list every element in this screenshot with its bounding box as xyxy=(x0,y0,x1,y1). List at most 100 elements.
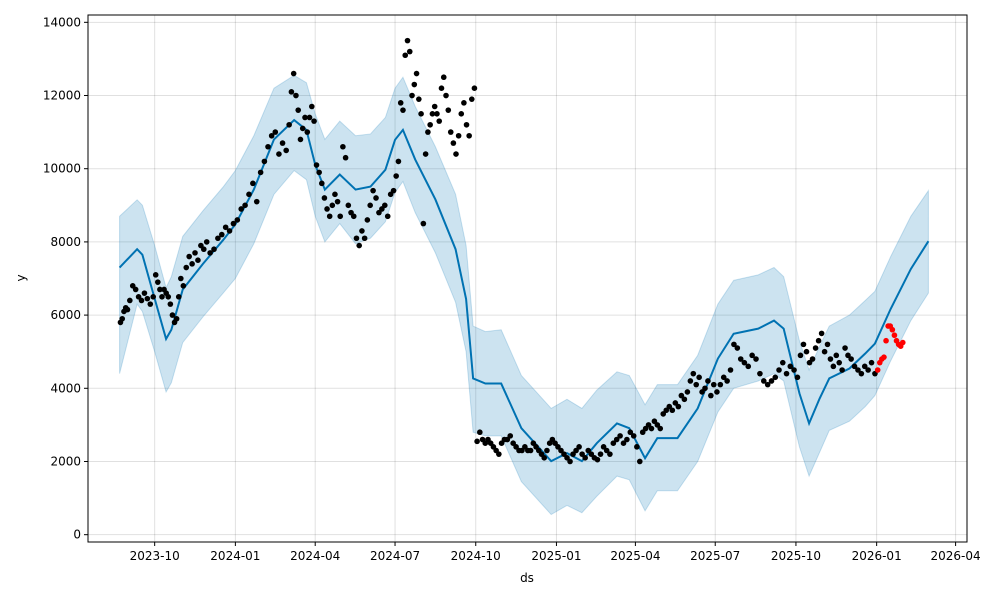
actual-point xyxy=(353,235,360,242)
actual-point xyxy=(288,89,295,95)
y-tick-label: 6000 xyxy=(50,308,81,322)
x-axis-ticks: 2023-10 2024-01 2024-04 2024-07 2024-10 2025-… xyxy=(130,542,981,563)
actual-point xyxy=(342,154,349,161)
actual-point xyxy=(669,407,676,414)
actual-point xyxy=(152,272,159,278)
actual-point xyxy=(167,301,174,307)
actual-point xyxy=(175,293,182,300)
actual-point xyxy=(839,367,845,373)
actual-point xyxy=(797,352,804,359)
actual-point xyxy=(438,85,445,91)
actual-point xyxy=(463,121,470,128)
actual-point xyxy=(132,286,139,293)
actual-point xyxy=(373,195,379,201)
actual-point xyxy=(119,315,126,322)
actual-point xyxy=(340,143,346,150)
actual-point xyxy=(429,111,436,117)
actual-point xyxy=(230,220,237,227)
y-tick-label: 10000 xyxy=(43,162,81,176)
actual-point xyxy=(836,359,843,366)
actual-point xyxy=(636,458,643,465)
actual-point xyxy=(714,389,720,395)
actual-point xyxy=(851,363,858,370)
actual-point xyxy=(702,385,708,392)
actual-point xyxy=(290,70,297,77)
actual-point xyxy=(624,436,630,443)
x-tick-label: 2024-01 xyxy=(210,549,260,563)
actual-point xyxy=(304,129,311,135)
plot-frame xyxy=(87,14,968,543)
actual-point xyxy=(147,301,154,307)
actual-point xyxy=(603,447,610,454)
actual-point xyxy=(286,121,292,128)
actual-point xyxy=(675,403,682,410)
actual-point xyxy=(218,231,225,238)
actual-point xyxy=(447,129,454,135)
x-tick-label: 2024-10 xyxy=(451,549,501,563)
actual-point xyxy=(783,370,790,377)
actual-point xyxy=(311,118,317,124)
actual-point xyxy=(226,228,233,234)
actual-point xyxy=(402,52,409,59)
actual-point xyxy=(318,180,325,187)
actual-point xyxy=(337,213,344,220)
grid xyxy=(88,15,967,542)
actual-point xyxy=(329,202,336,209)
actual-point xyxy=(842,345,848,351)
actual-point xyxy=(261,158,268,165)
actual-point xyxy=(413,70,420,77)
actual-point xyxy=(279,140,286,146)
actual-point xyxy=(283,147,289,154)
actual-point xyxy=(397,100,404,106)
actual-point xyxy=(367,202,373,209)
actual-point xyxy=(384,213,391,220)
actual-point xyxy=(425,129,431,135)
actual-point xyxy=(753,356,759,362)
actual-point xyxy=(830,363,837,370)
actual-point xyxy=(461,100,467,106)
actual-point xyxy=(690,370,697,377)
actual-point xyxy=(268,132,275,139)
actual-point xyxy=(253,198,260,205)
y-tick-label: 12000 xyxy=(43,89,81,103)
x-tick-label: 2024-07 xyxy=(370,549,420,563)
actual-point xyxy=(178,275,184,282)
actual-point xyxy=(772,374,779,381)
actual-point xyxy=(189,261,195,267)
actual-point xyxy=(404,37,411,44)
actual-point xyxy=(207,250,213,256)
actual-point xyxy=(803,348,810,355)
actual-point xyxy=(326,213,333,220)
actual-point xyxy=(760,378,767,384)
y-tick-label: 0 xyxy=(73,528,81,542)
actual-point xyxy=(370,187,376,194)
actual-point xyxy=(157,286,163,293)
actual-point xyxy=(246,191,252,198)
actual-point xyxy=(324,206,330,212)
actual-point xyxy=(192,250,198,256)
actual-point xyxy=(141,290,148,296)
actual-point xyxy=(507,433,514,439)
actual-point xyxy=(720,374,727,381)
y-tick-label: 14000 xyxy=(43,15,81,29)
actual-point xyxy=(409,92,415,99)
actual-point xyxy=(434,111,440,117)
actual-point xyxy=(466,132,472,139)
actual-point xyxy=(345,202,352,209)
actual-point xyxy=(180,283,187,289)
x-tick-label: 2026-01 xyxy=(852,549,902,563)
actual-point xyxy=(809,356,816,362)
actual-point xyxy=(861,363,868,370)
actual-point xyxy=(257,169,264,176)
actual-point xyxy=(450,140,457,146)
actual-point xyxy=(299,125,306,132)
actual-point xyxy=(458,111,465,117)
actual-point xyxy=(431,103,438,110)
actual-point xyxy=(613,436,620,443)
actual-point xyxy=(453,151,459,157)
actual-point xyxy=(309,103,315,110)
actual-point xyxy=(815,337,822,344)
actual-point xyxy=(155,279,161,285)
actual-point xyxy=(173,315,180,322)
